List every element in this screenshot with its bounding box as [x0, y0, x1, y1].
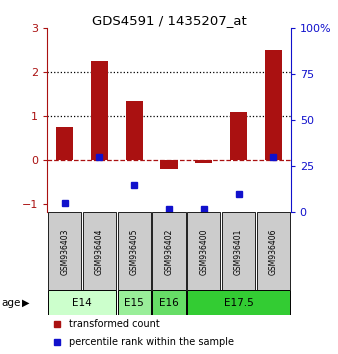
Text: E15: E15 [124, 298, 144, 308]
Text: age: age [2, 298, 21, 308]
Bar [118, 212, 151, 290]
Text: ▶: ▶ [22, 298, 29, 308]
Text: GSM936403: GSM936403 [60, 228, 69, 275]
Bar [257, 212, 290, 290]
Text: GSM936401: GSM936401 [234, 228, 243, 275]
Text: GSM936402: GSM936402 [165, 228, 173, 275]
Bar [48, 290, 116, 315]
Bar [187, 212, 220, 290]
Bar [56, 127, 73, 160]
Text: transformed count: transformed count [69, 319, 160, 329]
Text: E14: E14 [72, 298, 92, 308]
Bar [152, 290, 186, 315]
Bar [195, 160, 213, 163]
Bar [83, 212, 116, 290]
Text: GSM936404: GSM936404 [95, 228, 104, 275]
Text: E16: E16 [159, 298, 179, 308]
Text: GSM936400: GSM936400 [199, 228, 208, 275]
Bar [125, 101, 143, 160]
Bar [230, 112, 247, 160]
Text: E17.5: E17.5 [224, 298, 254, 308]
Bar [118, 290, 151, 315]
Bar [48, 212, 81, 290]
Text: GSM936406: GSM936406 [269, 228, 278, 275]
Bar [187, 290, 290, 315]
Bar [160, 160, 178, 169]
Text: GSM936405: GSM936405 [130, 228, 139, 275]
Title: GDS4591 / 1435207_at: GDS4591 / 1435207_at [92, 14, 246, 27]
Bar [265, 50, 282, 160]
Bar [91, 61, 108, 160]
Bar [222, 212, 255, 290]
Bar [152, 212, 186, 290]
Text: percentile rank within the sample: percentile rank within the sample [69, 337, 234, 347]
